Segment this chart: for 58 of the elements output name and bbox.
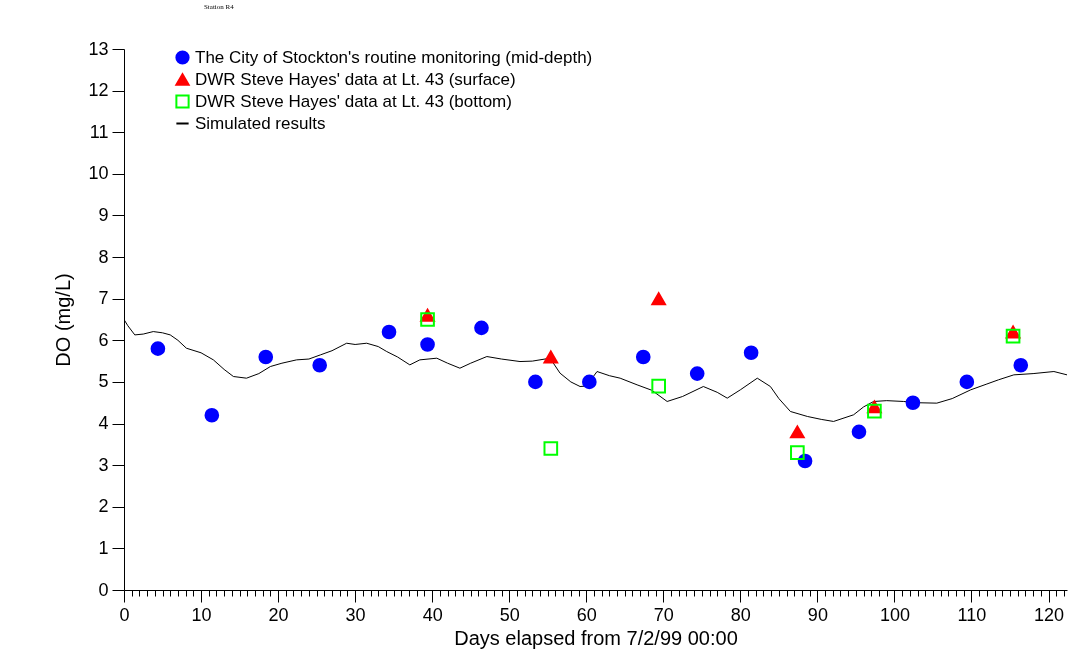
y-tick-label: 7 — [98, 288, 109, 309]
x-tick-label: 0 — [119, 604, 130, 625]
x-tick-label: 90 — [807, 604, 828, 625]
y-tick-label: 4 — [98, 413, 109, 434]
y-tick-label: 6 — [98, 329, 109, 350]
y-tick-label: 11 — [89, 121, 109, 142]
y-tick-label: 12 — [88, 80, 109, 101]
y-tick-label: 0 — [98, 579, 109, 600]
point — [743, 345, 759, 361]
x-axis-title: Days elapsed from 7/2/99 00:00 — [454, 626, 738, 649]
x-tick-label: 110 — [957, 604, 987, 625]
x-tick-label: 70 — [653, 604, 674, 625]
point — [312, 357, 328, 373]
point — [905, 395, 921, 411]
point — [543, 441, 559, 456]
point — [150, 341, 166, 356]
y-tick-label: 13 — [88, 38, 109, 59]
point — [420, 312, 435, 327]
point — [381, 324, 397, 340]
x-tick-label: 30 — [345, 604, 366, 625]
legend-label: Simulated results — [195, 113, 326, 133]
y-tick-label: 3 — [98, 454, 109, 475]
point — [867, 403, 882, 419]
legend-label: The City of Stockton's routine monitoring (mid-depth) — [195, 47, 593, 67]
x-tick-label: 10 — [191, 604, 212, 625]
y-tick-label: 10 — [88, 163, 109, 184]
x-tick-label: 80 — [730, 604, 751, 625]
point — [204, 407, 220, 423]
point — [651, 292, 666, 306]
x-tick-label: 60 — [576, 604, 597, 625]
point — [689, 366, 705, 381]
point — [543, 350, 559, 364]
point — [851, 424, 867, 440]
point — [474, 320, 489, 336]
x-tick-label: 20 — [268, 604, 289, 625]
y-tick-label: 8 — [98, 246, 109, 267]
point — [790, 445, 805, 460]
point — [582, 374, 597, 390]
y-axis-title: DO (mg/L) — [52, 273, 75, 367]
point — [420, 337, 435, 352]
x-tick-label: 50 — [499, 604, 520, 625]
y-tick-label: 9 — [98, 204, 109, 225]
y-tick-label: 2 — [98, 496, 109, 517]
point — [635, 349, 651, 365]
point — [790, 425, 805, 439]
y-tick-label: 5 — [98, 371, 109, 392]
point — [258, 349, 274, 365]
point — [528, 374, 543, 390]
point — [1013, 357, 1029, 373]
point — [1005, 328, 1021, 344]
x-tick-label: 40 — [422, 604, 443, 625]
x-tick-label: 120 — [1033, 604, 1065, 625]
point — [651, 378, 666, 394]
legend-label: DWR Steve Hayes' data at Lt. 43 (bottom) — [195, 91, 512, 111]
y-tick-label: 1 — [98, 537, 109, 558]
x-tick-label: 100 — [879, 604, 910, 625]
legend-label: DWR Steve Hayes' data at Lt. 43 (surface) — [195, 69, 516, 89]
point — [959, 374, 975, 390]
